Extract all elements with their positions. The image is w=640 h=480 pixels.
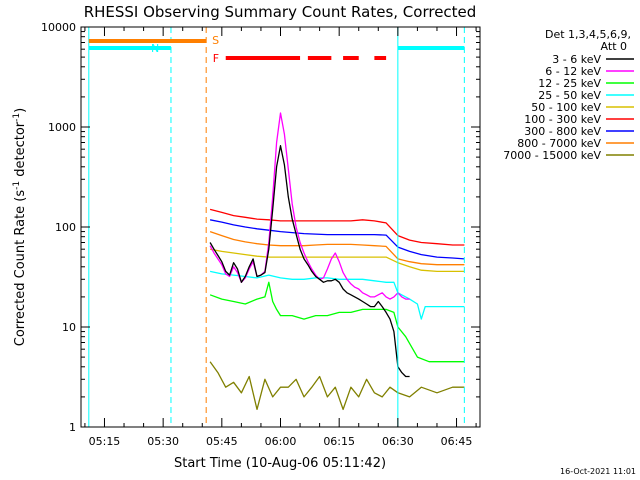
series-line-0 bbox=[209, 145, 410, 378]
timestamp: 16-Oct-2021 11:01 bbox=[560, 467, 636, 476]
legend-label-1: 6 - 12 keV bbox=[545, 65, 601, 78]
series-line-3 bbox=[209, 270, 465, 320]
x-tick-label-4: 06:15 bbox=[323, 435, 355, 448]
y-axis: 1 10 100 1000 10000 bbox=[41, 21, 480, 434]
y-axis-title-sup2: -1 bbox=[12, 113, 22, 122]
flag-label-F: F bbox=[213, 52, 219, 65]
series-line-2 bbox=[209, 281, 465, 363]
x-tick-label-1: 05:30 bbox=[147, 435, 179, 448]
y-tick-label-1: 10 bbox=[62, 321, 76, 334]
y-tick-label-2: 100 bbox=[55, 221, 76, 234]
x-tick-label-3: 06:00 bbox=[265, 435, 297, 448]
y-axis-title: Corrected Count Rate (s-1 detector-1) bbox=[12, 108, 28, 346]
y-tick-label-0: 1 bbox=[69, 421, 76, 434]
legend-label-5: 100 - 300 keV bbox=[524, 113, 601, 126]
series-line-6 bbox=[209, 219, 465, 260]
legend-label-6: 300 - 800 keV bbox=[524, 125, 601, 138]
vline-layer bbox=[88, 27, 465, 427]
legend-header-line-2: Att 0 bbox=[601, 40, 627, 53]
flag-layer: SF N bbox=[88, 34, 465, 65]
legend-label-0: 3 - 6 keV bbox=[552, 53, 601, 66]
flag-label-S: S bbox=[212, 34, 219, 47]
legend-label-2: 12 - 25 keV bbox=[538, 77, 601, 90]
series-line-5 bbox=[209, 208, 465, 246]
y-axis-title-end: ) bbox=[13, 108, 28, 113]
flag-label-N: N bbox=[151, 42, 159, 55]
x-tick-label-5: 06:30 bbox=[382, 435, 414, 448]
y-tick-label-4: 10000 bbox=[41, 21, 76, 34]
x-axis: 05:15 05:30 05:45 06:00 06:15 06:30 06:45 bbox=[84, 27, 477, 448]
x-tick-label-0: 05:15 bbox=[89, 435, 121, 448]
legend-label-8: 7000 - 15000 keV bbox=[503, 149, 601, 162]
legend-label-3: 25 - 50 keV bbox=[538, 89, 601, 102]
x-tick-label-6: 06:45 bbox=[441, 435, 473, 448]
series-line-7 bbox=[209, 230, 465, 266]
series-layer bbox=[209, 112, 465, 411]
x-tick-label-2: 05:45 bbox=[206, 435, 238, 448]
chart-title: RHESSI Observing Summary Count Rates, Co… bbox=[84, 3, 477, 21]
legend-label-4: 50 - 100 keV bbox=[531, 101, 601, 114]
x-axis-title: Start Time (10-Aug-06 05:11:42) bbox=[174, 456, 386, 471]
y-tick-label-3: 1000 bbox=[48, 121, 76, 134]
y-axis-title-mid: detector bbox=[13, 121, 28, 181]
y-axis-title-sup1: -1 bbox=[12, 181, 22, 190]
legend-header-line-1: Det 1,3,4,5,6,9, bbox=[545, 28, 631, 41]
legend-label-7: 800 - 7000 keV bbox=[517, 137, 601, 150]
series-line-8 bbox=[209, 361, 465, 411]
y-axis-title-main: Corrected Count Rate (s bbox=[13, 190, 28, 347]
